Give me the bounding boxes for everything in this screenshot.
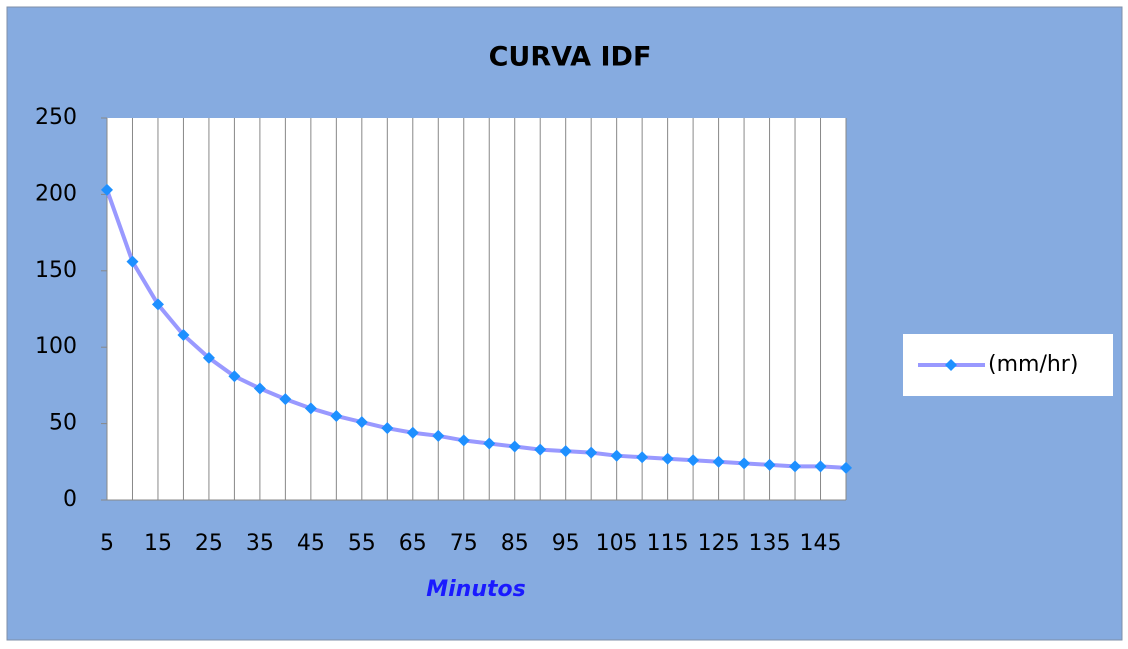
- plot-area: [107, 118, 846, 500]
- marker: [457, 434, 470, 447]
- x-tick-label: 5: [100, 531, 114, 556]
- marker: [610, 449, 623, 462]
- marker: [789, 460, 802, 473]
- marker: [151, 298, 164, 311]
- y-tick-label: 250: [35, 105, 77, 130]
- marker: [177, 328, 190, 341]
- x-tick-label: 55: [348, 531, 376, 556]
- y-tick-label: 200: [35, 181, 77, 206]
- marker: [228, 370, 241, 383]
- marker: [840, 461, 852, 474]
- marker: [559, 445, 572, 458]
- marker: [814, 460, 827, 473]
- x-tick-label: 25: [195, 531, 223, 556]
- x-tick-label: 115: [647, 531, 689, 556]
- x-tick-label: 45: [297, 531, 325, 556]
- x-tick-label: 145: [800, 531, 842, 556]
- marker: [508, 440, 521, 453]
- x-tick-label: 85: [501, 531, 529, 556]
- x-axis-label: Minutos: [426, 577, 525, 602]
- y-tick-label: 50: [49, 411, 77, 436]
- marker: [687, 454, 700, 467]
- x-tick-label: 65: [399, 531, 427, 556]
- x-tick-label: 95: [552, 531, 580, 556]
- x-tick-label: 15: [144, 531, 172, 556]
- marker: [406, 426, 419, 439]
- y-tick-label: 100: [35, 334, 77, 359]
- marker: [712, 455, 725, 468]
- marker: [126, 255, 139, 268]
- marker: [330, 409, 343, 422]
- legend-label: (mm/hr): [988, 352, 1078, 377]
- marker: [381, 422, 394, 435]
- marker: [661, 452, 674, 465]
- marker: [253, 382, 266, 395]
- legend-marker: [945, 359, 957, 371]
- marker: [355, 416, 368, 429]
- x-tick-label: 35: [246, 531, 274, 556]
- x-tick-label: 75: [450, 531, 478, 556]
- marker: [738, 457, 751, 470]
- marker: [202, 351, 215, 364]
- marker: [483, 437, 496, 450]
- marker: [432, 429, 445, 442]
- marker: [636, 451, 649, 464]
- marker: [585, 446, 598, 459]
- marker: [279, 393, 292, 406]
- marker: [101, 183, 113, 196]
- marker: [763, 458, 776, 471]
- y-tick-label: 150: [35, 258, 77, 283]
- chart-title: CURVA IDF: [489, 42, 652, 73]
- marker: [304, 402, 317, 415]
- y-tick-label: 0: [63, 487, 77, 512]
- x-tick-label: 135: [749, 531, 791, 556]
- marker: [534, 443, 547, 456]
- x-tick-label: 125: [698, 531, 740, 556]
- x-tick-label: 105: [596, 531, 638, 556]
